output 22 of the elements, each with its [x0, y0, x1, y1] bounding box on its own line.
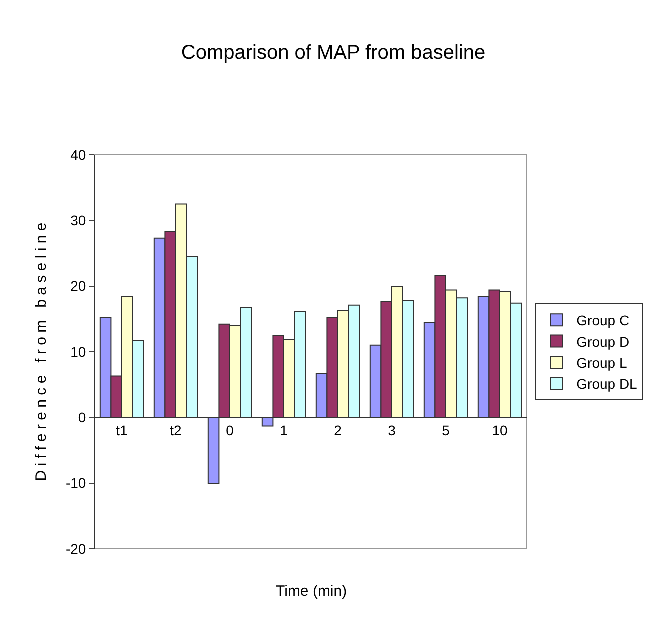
- legend-label: Group L: [576, 354, 628, 371]
- y-tick-label: -10: [66, 475, 86, 492]
- x-tick-label: t2: [170, 422, 182, 438]
- y-tick-label: 0: [78, 410, 86, 426]
- y-tick-label: 20: [70, 278, 86, 294]
- x-tick-label: 10: [492, 422, 508, 438]
- x-tick-label: 5: [442, 422, 450, 438]
- x-tick-label: 2: [334, 422, 342, 438]
- x-tick-label: 0: [226, 422, 234, 438]
- x-axis-title: Time (min): [276, 583, 348, 600]
- legend-label: Group DL: [576, 376, 638, 392]
- y-tick-label: -20: [66, 540, 86, 557]
- y-tick-label: 10: [70, 344, 86, 360]
- y-axis-title: D i f f e r e n c e f r o m b a s e l i n e: [33, 222, 50, 482]
- legend-label: Group C: [576, 312, 630, 329]
- y-tick-label: 40: [70, 146, 86, 163]
- y-tick-label: 30: [70, 212, 86, 229]
- legend-label: Group D: [576, 334, 630, 350]
- chart-title: Comparison of MAP from baseline: [181, 42, 486, 64]
- x-tick-label: 1: [280, 422, 288, 438]
- x-tick-label: t1: [116, 422, 128, 438]
- x-tick-label: 3: [388, 422, 396, 438]
